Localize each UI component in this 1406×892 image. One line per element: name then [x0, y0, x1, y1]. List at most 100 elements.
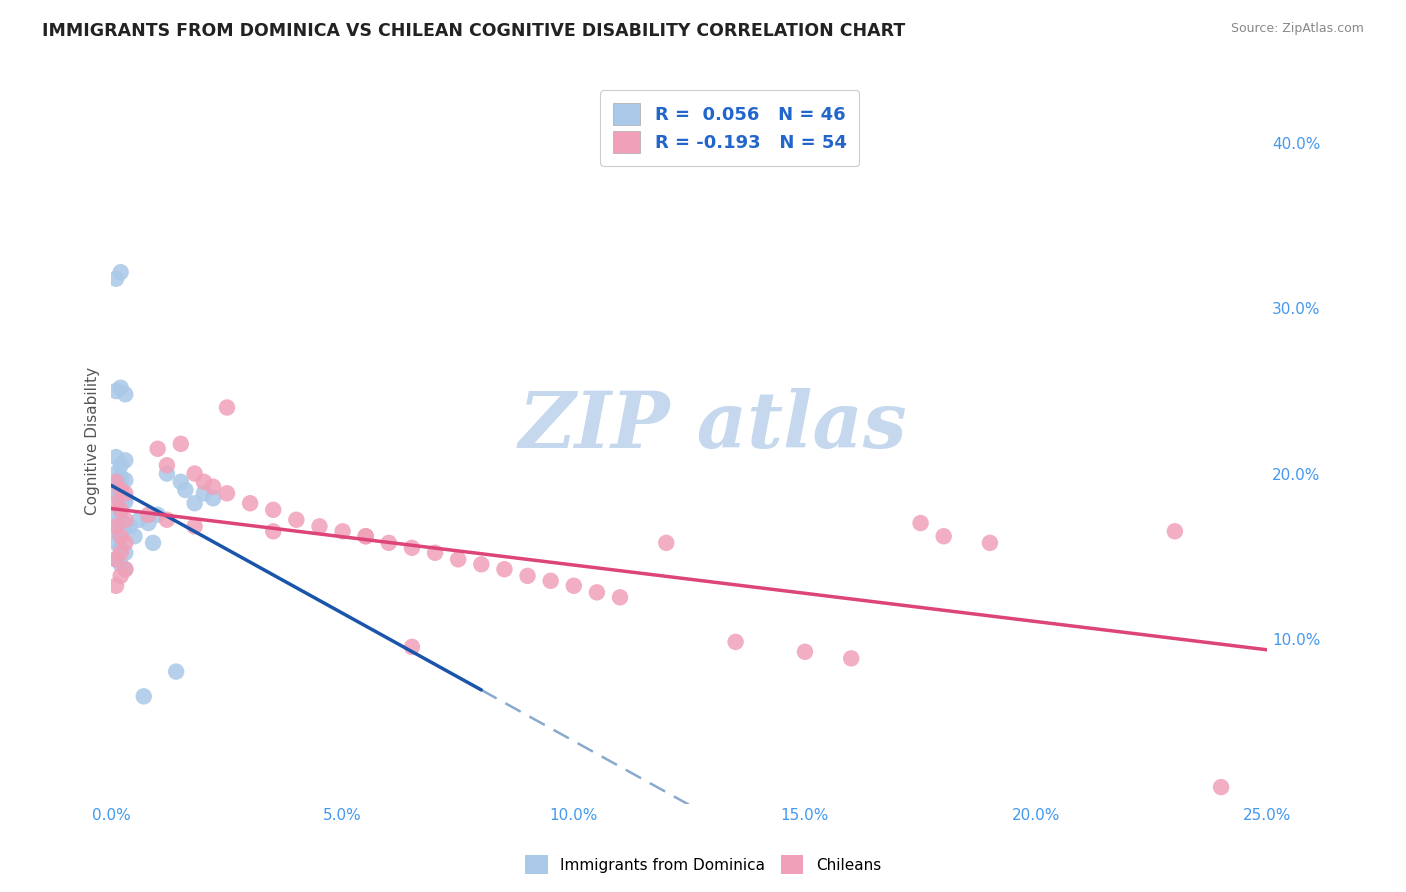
Point	[146, 508, 169, 522]
Point	[114, 453, 136, 467]
Point	[114, 387, 136, 401]
Point	[110, 482, 132, 496]
Point	[110, 546, 132, 560]
Point	[794, 645, 817, 659]
Point	[540, 574, 562, 588]
Point	[724, 635, 747, 649]
Point	[114, 562, 136, 576]
Point	[423, 546, 446, 560]
Point	[105, 508, 128, 522]
Point	[183, 467, 205, 481]
Point	[105, 524, 128, 539]
Point	[156, 458, 179, 473]
Point	[110, 503, 132, 517]
Point	[183, 519, 205, 533]
Point	[183, 496, 205, 510]
Point	[308, 519, 330, 533]
Point	[932, 529, 955, 543]
Point	[215, 486, 238, 500]
Point	[609, 591, 631, 605]
Point	[354, 529, 377, 543]
Point	[165, 665, 187, 679]
Point	[470, 558, 492, 572]
Point	[494, 562, 516, 576]
Point	[1164, 524, 1187, 539]
Point	[516, 569, 538, 583]
Point	[105, 519, 128, 533]
Point	[193, 475, 215, 489]
Point	[354, 529, 377, 543]
Point	[110, 529, 132, 543]
Point	[110, 541, 132, 555]
Point	[910, 516, 932, 530]
Point	[202, 480, 225, 494]
Point	[110, 483, 132, 497]
Point	[105, 480, 128, 494]
Text: Source: ZipAtlas.com: Source: ZipAtlas.com	[1230, 22, 1364, 36]
Point	[114, 546, 136, 560]
Point	[239, 496, 262, 510]
Point	[110, 265, 132, 279]
Point	[215, 401, 238, 415]
Point	[138, 508, 160, 522]
Point	[1209, 780, 1232, 794]
Point	[202, 491, 225, 506]
Point	[114, 491, 136, 506]
Point	[156, 467, 179, 481]
Point	[105, 450, 128, 464]
Point	[105, 484, 128, 499]
Point	[156, 513, 179, 527]
Point	[110, 470, 132, 484]
Point	[105, 496, 128, 510]
Point	[128, 513, 150, 527]
Point	[124, 529, 146, 543]
Y-axis label: Cognitive Disability: Cognitive Disability	[86, 367, 100, 515]
Point	[105, 486, 128, 500]
Point	[110, 501, 132, 516]
Point	[110, 529, 132, 543]
Point	[401, 541, 423, 555]
Point	[146, 442, 169, 456]
Point	[174, 483, 197, 497]
Point	[114, 517, 136, 532]
Legend: Immigrants from Dominica, Chileans: Immigrants from Dominica, Chileans	[519, 849, 887, 880]
Text: ZIP atlas: ZIP atlas	[519, 388, 907, 464]
Point	[110, 475, 132, 489]
Point	[562, 579, 585, 593]
Point	[110, 558, 132, 572]
Point	[110, 458, 132, 473]
Point	[110, 496, 132, 510]
Point	[142, 536, 165, 550]
Point	[401, 640, 423, 654]
Point	[262, 524, 284, 539]
Point	[839, 651, 862, 665]
Point	[170, 437, 193, 451]
Point	[114, 473, 136, 487]
Point	[132, 690, 155, 704]
Point	[332, 524, 354, 539]
Point	[110, 569, 132, 583]
Point	[285, 513, 308, 527]
Point	[110, 381, 132, 395]
Point	[105, 384, 128, 398]
Point	[586, 585, 609, 599]
Point	[118, 519, 141, 533]
Point	[105, 475, 128, 489]
Point	[105, 536, 128, 550]
Point	[105, 552, 128, 566]
Point	[105, 272, 128, 286]
Point	[193, 486, 215, 500]
Point	[110, 513, 132, 527]
Point	[105, 579, 128, 593]
Point	[655, 536, 678, 550]
Legend: R =  0.056   N = 46, R = -0.193   N = 54: R = 0.056 N = 46, R = -0.193 N = 54	[600, 90, 859, 166]
Point	[979, 536, 1001, 550]
Point	[114, 494, 136, 508]
Point	[105, 478, 128, 492]
Point	[114, 486, 136, 500]
Point	[262, 503, 284, 517]
Point	[105, 467, 128, 481]
Point	[170, 475, 193, 489]
Point	[138, 516, 160, 530]
Point	[114, 536, 136, 550]
